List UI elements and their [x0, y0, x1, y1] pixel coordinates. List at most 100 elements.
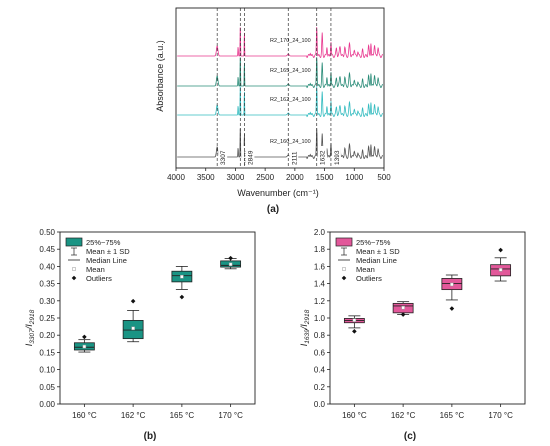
ftir-x-tick-label-5: 1500	[316, 173, 334, 182]
panel-label-b: (b)	[144, 431, 157, 442]
reference-label-bg-0	[218, 146, 228, 166]
boxplot-b-y-tick-label-3: 0.15	[39, 348, 55, 357]
boxplot-c-x-tick-label-0: 160 °C	[342, 411, 367, 420]
reference-label-bg-4	[317, 146, 327, 166]
boxplot-b-x-tick-label-2: 165 °C	[170, 411, 195, 420]
boxplot-b-legend-label-0: 25%~75%	[86, 238, 121, 247]
boxplot-c-y-tick-label-7: 1.4	[314, 280, 326, 289]
boxplot-c-outlier-1-0	[400, 312, 406, 317]
reference-label-3: 2111	[291, 151, 298, 165]
spectrum-label-1: R2_165_24_100	[270, 68, 311, 74]
boxplot-b-y-tick-label-6: 0.30	[39, 297, 55, 306]
spectrum-label-3: R2_160_24_100	[270, 139, 311, 145]
boxplot-c-y-tick-label-10: 2.0	[314, 228, 326, 237]
reference-label-2: 2849	[247, 150, 254, 165]
boxplot-c-legend-swatch-mean	[342, 267, 346, 271]
boxplot-b-y-axis-label: I3307/I2918	[24, 309, 36, 346]
reference-label-4: 1632	[320, 150, 327, 165]
reference-label-bg-5	[331, 146, 341, 166]
boxplot-b-x-tick-label-1: 162 °C	[121, 411, 146, 420]
boxplot-b-outlier-2-0	[179, 294, 185, 300]
boxplot-b-outlier-0-0	[82, 334, 87, 340]
boxplot-c-legend-label-3: Mean	[356, 265, 375, 274]
reference-lines: 330729182849211116321393	[216, 8, 341, 168]
boxplot-c-y-tick-label-5: 1.0	[314, 314, 326, 323]
boxplot-b-legend-swatch-box	[65, 237, 83, 247]
boxplot-c-y-tick-label-6: 1.2	[314, 297, 326, 306]
ftir-x-tick-label-6: 1000	[345, 173, 363, 182]
boxplot-c-x-tick-label-3: 170 °C	[488, 411, 513, 420]
ftir-x-tick-label-1: 3500	[197, 173, 215, 182]
boxplot-b-mean-2	[180, 274, 184, 279]
boxplot-b-y-tick-label-9: 0.45	[39, 245, 55, 254]
ftir-x-tick-label-2: 3000	[227, 173, 245, 182]
boxplot-c-x-tick-label-1: 162 °C	[391, 411, 416, 420]
ftir-axes: 4000 3500 3000 2500 2000 1500 1000 500	[167, 7, 391, 182]
spectrum-line-1	[177, 57, 383, 89]
boxplot-c-y-tick-label-9: 1.8	[314, 245, 326, 254]
reference-label-bg-3	[289, 146, 299, 166]
boxplot-b-x-tick-label-0: 160 °C	[72, 411, 97, 420]
reference-label-bg-2	[245, 146, 255, 166]
boxplot-b-y-tick-label-10: 0.50	[39, 228, 55, 237]
ftir-x-tick-label-4: 2000	[286, 173, 304, 182]
ftir-x-tick-label-0: 4000	[167, 173, 185, 182]
boxplot-b-y-tick-label-7: 0.35	[39, 280, 55, 289]
spectrum-label-0: R2_170_24_100	[270, 38, 311, 44]
panel-label-c: (c)	[404, 431, 416, 442]
boxplot-b-y-tick-label-1: 0.05	[39, 383, 55, 392]
boxplot-b-legend-label-4: Outliers	[86, 274, 112, 283]
boxplot-c-y-tick-label-1: 0.2	[314, 383, 326, 392]
boxplot-c-legend-label-1: Mean ± 1 SD	[356, 247, 400, 256]
boxplot-c-y-tick-label-2: 0.4	[314, 366, 326, 375]
boxplot-c-y-tick-label-0: 0.0	[314, 400, 326, 409]
boxplot-c-plot: 0.0 0.2 0.4 0.6 0.8 1.0 1.2 1.4 1.6 1.8 2.0 160 °C 1…	[314, 228, 526, 420]
boxplot-b-legend-swatch-outlier	[71, 275, 77, 281]
boxplot-c-mean-0	[352, 318, 357, 322]
boxplot-b-outlier-1-0	[130, 298, 136, 304]
boxplot-b-y-tick-label-2: 0.10	[39, 366, 55, 375]
boxplot-c-y-axis-label: I1639/I2918	[299, 309, 311, 346]
reference-label-5: 1393	[334, 150, 341, 165]
boxplot-c-outlier-2-0	[449, 306, 455, 311]
boxplot-chart-c: 0.0 0.2 0.4 0.6 0.8 1.0 1.2 1.4 1.6 1.8 2.0 160 °C 1…	[299, 228, 526, 442]
boxplot-c-legend-label-0: 25%~75%	[356, 238, 391, 247]
spectrum-line-0	[177, 27, 383, 59]
boxplot-c-outlier-3-0	[498, 247, 503, 253]
boxplot-c-mean-3	[498, 268, 503, 272]
boxplot-b-plot: 0.00 0.05 0.10 0.15 0.20 0.25 0.30 0.35 0.40 0.45…	[39, 228, 256, 420]
boxplot-c-legend-label-2: Median Line	[356, 256, 397, 265]
boxplot-b-outlier-3-0	[228, 255, 233, 261]
boxplot-c-y-tick-label-3: 0.6	[314, 348, 326, 357]
spectrum-label-2: R2_162_24_100	[270, 97, 311, 103]
boxplot-c-outlier-0-0	[352, 329, 357, 334]
spectra-lines: R2_170_24_100 R2_165_24_100 R2_162_24_100 R…	[177, 27, 383, 160]
ftir-plot-frame	[175, 7, 385, 169]
boxplot-b-legend-label-2: Median Line	[86, 256, 127, 265]
boxplot-chart-b: 0.00 0.05 0.10 0.15 0.20 0.25 0.30 0.35 0.40 0.45…	[24, 228, 256, 442]
ftir-x-tick-label-3: 2500	[256, 173, 274, 182]
boxplot-b-mean-3	[228, 262, 233, 267]
boxplot-b-legend-label-3: Mean	[86, 265, 105, 274]
boxplot-c-legend-swatch-outlier	[341, 275, 347, 281]
ftir-y-axis-label: Absorbance (a.u.)	[155, 40, 165, 112]
boxplot-b-y-tick-label-0: 0.00	[39, 400, 55, 409]
boxplot-b-y-tick-label-5: 0.25	[39, 314, 55, 323]
boxplot-c-mean-1	[401, 305, 405, 310]
boxplot-b-x-tick-label-3: 170 °C	[218, 411, 243, 420]
panel-label-a: (a)	[267, 204, 279, 215]
boxplot-c-y-tick-label-8: 1.6	[314, 262, 326, 271]
boxplot-c-y-tick-label-4: 0.8	[314, 331, 326, 340]
ftir-x-tick-label-7: 500	[377, 173, 391, 182]
boxplot-b-legend-swatch-mean	[72, 267, 76, 271]
boxplot-b-mean-1	[131, 326, 135, 331]
boxplot-c-legend-swatch-box	[335, 237, 353, 247]
boxplot-c-legend-label-4: Outliers	[356, 274, 382, 283]
reference-label-0: 3307	[220, 150, 227, 165]
spectrum-line-2	[177, 86, 383, 118]
boxplot-b-y-tick-label-8: 0.40	[39, 262, 55, 271]
boxplot-b-y-tick-label-4: 0.20	[39, 331, 55, 340]
boxplot-c-mean-2	[450, 282, 454, 287]
boxplot-b-legend-label-1: Mean ± 1 SD	[86, 247, 130, 256]
ftir-x-axis-label: Wavenumber (cm⁻¹)	[237, 188, 318, 198]
